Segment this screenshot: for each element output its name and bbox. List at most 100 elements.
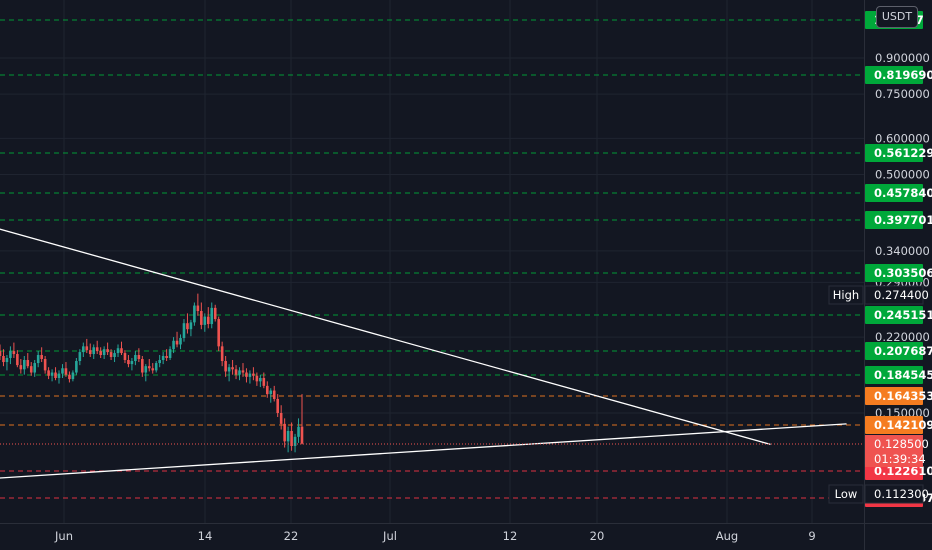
candle-body-19 xyxy=(64,368,68,375)
candle-body-30 xyxy=(102,349,106,356)
level-tag-2 xyxy=(865,144,923,162)
candle-body-20 xyxy=(68,374,71,380)
level-tag-label-8: 0.184545 xyxy=(874,368,932,382)
last-price-tag xyxy=(865,435,923,467)
candle-body-23 xyxy=(78,352,82,362)
candle-body-9 xyxy=(29,366,33,373)
candle-body-50 xyxy=(172,340,175,350)
candle-body-78 xyxy=(269,390,273,395)
candle-body-57 xyxy=(196,305,200,311)
candle-body-5 xyxy=(16,354,19,366)
candle-body-62 xyxy=(213,307,217,320)
high-label: High xyxy=(833,288,859,302)
candle-body-17 xyxy=(57,373,61,378)
candle-body-56 xyxy=(193,305,196,323)
candle-body-74 xyxy=(255,375,259,382)
candle-body-6 xyxy=(19,365,23,370)
candle-body-0 xyxy=(0,351,2,357)
candle-body-4 xyxy=(12,351,16,355)
level-tag-5 xyxy=(865,264,923,282)
candle-body-18 xyxy=(61,368,64,374)
level-tag-1 xyxy=(865,66,923,84)
level-tag-8 xyxy=(865,366,923,384)
level-tag-label-2: 0.561229 xyxy=(874,146,932,160)
candle-body-64 xyxy=(220,346,224,362)
candle-body-14 xyxy=(47,370,50,376)
candle-body-86 xyxy=(297,426,300,437)
level-tag-9 xyxy=(865,387,923,405)
y-tick-label-4: 0.340000 xyxy=(875,244,930,258)
candle-body-27 xyxy=(92,347,96,355)
level-tag-label-7: 0.207687 xyxy=(874,344,932,358)
candle-body-31 xyxy=(106,349,109,353)
y-tick-label-2: 0.600000 xyxy=(875,131,930,145)
candle-body-63 xyxy=(217,319,220,347)
low-label-box xyxy=(828,484,864,504)
candle-body-22 xyxy=(75,361,78,373)
candle-body-28 xyxy=(95,347,99,352)
candle-body-81 xyxy=(279,413,283,424)
candle-body-26 xyxy=(88,350,92,355)
candle-body-36 xyxy=(123,353,127,361)
candle-body-7 xyxy=(22,360,26,370)
candle-body-61 xyxy=(210,307,214,325)
candle-body-42 xyxy=(144,366,148,373)
candle-body-48 xyxy=(165,356,168,358)
level-tag-3 xyxy=(865,184,923,202)
trendline-descending xyxy=(0,228,771,446)
candle-body-13 xyxy=(43,358,47,371)
level-tag-label-5: 0.303506 xyxy=(874,266,932,280)
candle-body-1 xyxy=(2,356,5,363)
candle-body-35 xyxy=(120,348,123,354)
candle-body-46 xyxy=(158,360,161,364)
candle-body-10 xyxy=(33,363,37,373)
candle-body-25 xyxy=(85,346,89,351)
x-tick-label-5: 20 xyxy=(590,529,605,543)
candle-body-82 xyxy=(283,423,286,442)
candle-body-58 xyxy=(200,310,203,325)
candle-body-41 xyxy=(141,358,144,373)
candle-body-47 xyxy=(161,356,165,361)
candle-body-33 xyxy=(113,353,116,357)
trendline-ascending xyxy=(0,423,847,479)
candle-body-39 xyxy=(134,355,137,362)
level-tag-4 xyxy=(865,211,923,229)
currency-badge[interactable]: USDT xyxy=(876,6,918,28)
x-tick-label-1: 14 xyxy=(198,529,213,543)
candle-body-60 xyxy=(206,316,210,325)
candle-body-51 xyxy=(175,340,179,345)
last-price-value: 0.128500 xyxy=(874,437,929,451)
candle-body-84 xyxy=(290,430,293,446)
level-tag-label-10: 0.142109 xyxy=(874,418,932,432)
y-tick-label-3: 0.500000 xyxy=(875,167,930,181)
candle-body-67 xyxy=(231,367,234,370)
candle-body-16 xyxy=(54,372,57,378)
candle-body-2 xyxy=(5,357,9,363)
candle-body-87 xyxy=(300,426,304,444)
y-tick-label-1: 0.750000 xyxy=(875,87,930,101)
level-tag-label-9: 0.164353 xyxy=(874,389,932,403)
candle-body-34 xyxy=(116,348,120,354)
candle-body-54 xyxy=(186,323,189,330)
candle-body-43 xyxy=(147,366,151,369)
candle-body-75 xyxy=(259,377,262,382)
candle-body-8 xyxy=(26,360,30,367)
candle-body-55 xyxy=(189,322,193,330)
candle-body-11 xyxy=(36,355,40,364)
level-tag-label-4: 0.397701 xyxy=(874,213,932,227)
candle-body-15 xyxy=(50,372,54,376)
candle-body-77 xyxy=(265,385,269,395)
candle-body-38 xyxy=(130,361,134,365)
candle-body-76 xyxy=(262,377,266,386)
x-tick-label-0: Jun xyxy=(54,529,73,543)
high-value-box xyxy=(864,285,924,305)
level-tag-label-1: 0.819690 xyxy=(874,68,932,82)
x-tick-label-2: 22 xyxy=(284,529,299,543)
high-value: 0.274400 xyxy=(874,288,929,302)
candle-body-59 xyxy=(203,316,207,325)
candle-body-21 xyxy=(71,372,75,380)
low-value: 0.112300 xyxy=(874,487,929,501)
level-tag-label-6: 0.245151 xyxy=(874,308,932,322)
